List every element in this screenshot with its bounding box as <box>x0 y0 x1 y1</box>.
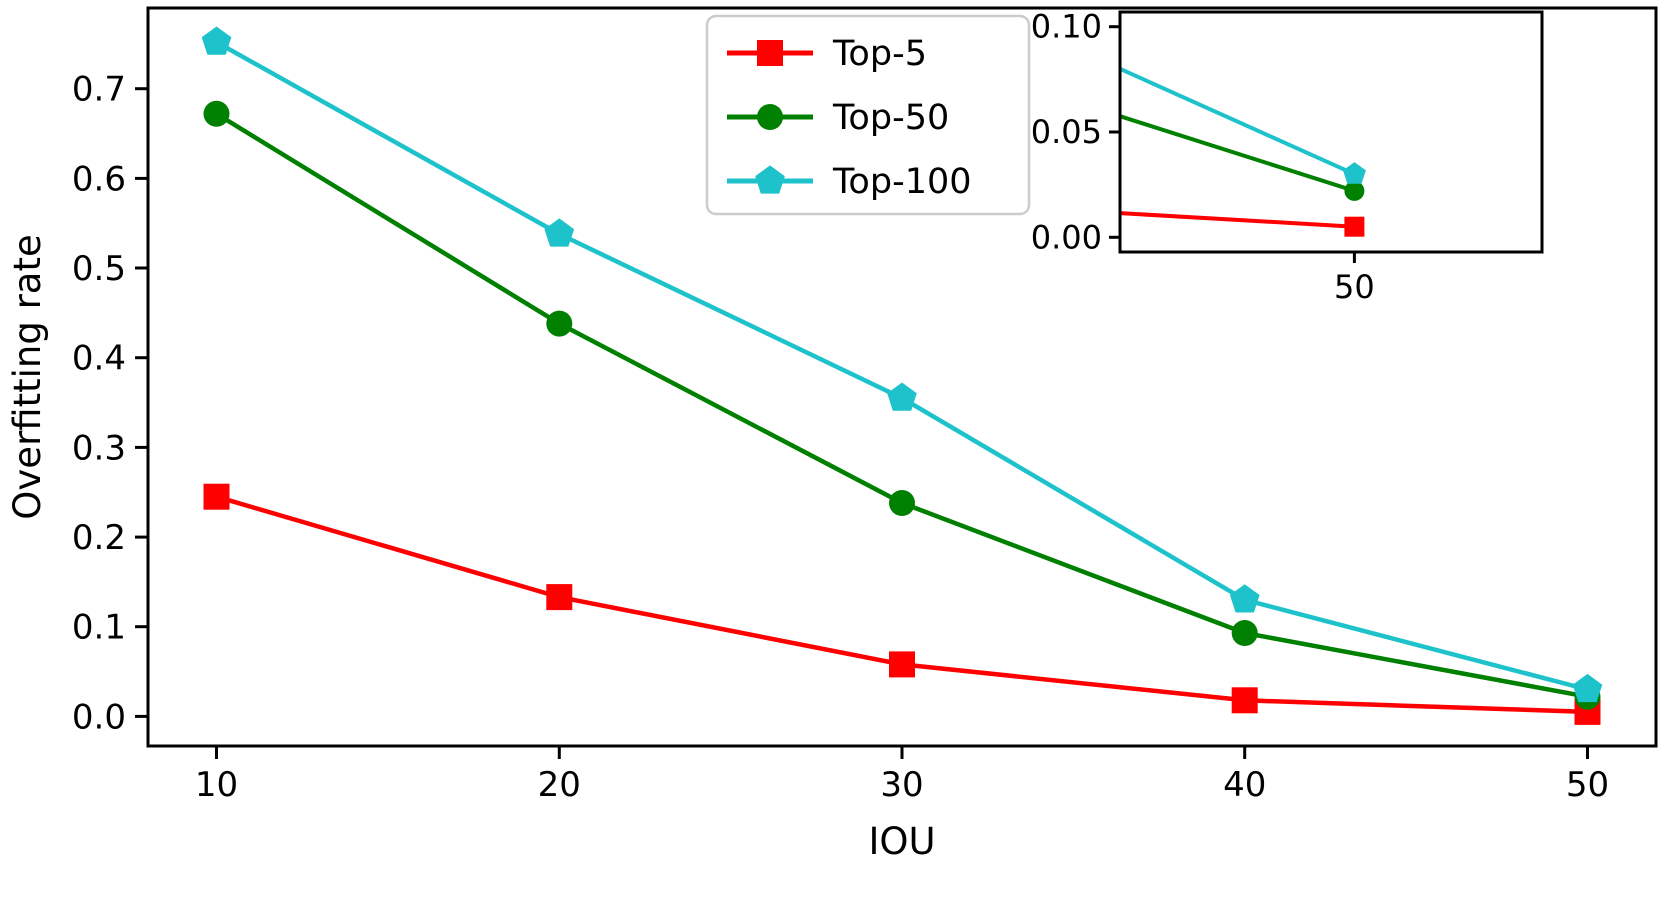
y-tick-label: 0.0 <box>72 697 126 737</box>
marker-pentagon-icon <box>755 165 785 194</box>
marker-pentagon-icon <box>1343 162 1366 184</box>
marker-circle-icon <box>546 310 573 337</box>
marker-square-icon <box>757 40 783 66</box>
y-tick-label: 0.5 <box>72 249 126 289</box>
inset-y-tick-label: 0.05 <box>1031 113 1102 151</box>
marker-square-icon <box>546 584 573 611</box>
legend-label: Top-100 <box>832 162 972 202</box>
marker-square-icon <box>889 651 915 678</box>
inset-series-line-top-5 <box>1119 211 1355 229</box>
marker-circle-icon <box>757 104 783 130</box>
y-tick-label: 0.4 <box>72 339 126 379</box>
inset-frame <box>1118 10 1544 254</box>
marker-pentagon-icon <box>1229 584 1260 613</box>
legend-label: Top-5 <box>832 34 927 74</box>
marker-square-icon <box>1231 687 1258 714</box>
x-axis-label: IOU <box>868 820 935 863</box>
y-tick-label: 0.1 <box>72 608 126 648</box>
x-tick-label: 30 <box>880 765 923 805</box>
y-tick-label: 0.6 <box>72 159 126 199</box>
x-tick-label: 50 <box>1566 765 1609 805</box>
y-tick-label: 0.2 <box>72 518 126 558</box>
x-tick-label: 20 <box>538 765 581 805</box>
x-tick-label: 40 <box>1223 765 1266 805</box>
marker-pentagon-icon <box>544 218 575 247</box>
inset-series-line-top-50 <box>1119 114 1356 193</box>
marker-square-icon <box>1344 216 1365 237</box>
marker-circle-icon <box>203 100 230 127</box>
legend-box <box>705 14 1031 216</box>
marker-pentagon-icon <box>201 26 232 55</box>
inset-x-tick-label: 50 <box>1334 268 1375 306</box>
marker-square-icon <box>203 483 230 510</box>
inset-y-tick-label: 0.00 <box>1031 218 1102 256</box>
y-tick-label: 0.7 <box>72 70 126 110</box>
marker-circle-icon <box>889 490 915 516</box>
x-tick-label: 10 <box>195 765 238 805</box>
marker-pentagon-icon <box>1572 673 1603 703</box>
inset-series-line-top-100 <box>1119 66 1356 176</box>
y-tick-label: 0.3 <box>72 428 126 468</box>
inset-background <box>1120 12 1542 252</box>
legend-label: Top-50 <box>832 98 949 138</box>
series-line-top-5 <box>215 494 1588 715</box>
plot-frame <box>146 6 1658 748</box>
marker-circle-icon <box>1344 180 1365 201</box>
marker-pentagon-icon <box>887 382 917 411</box>
y-axis-label: Overfitting rate <box>6 234 49 519</box>
marker-circle-icon <box>1231 620 1258 646</box>
inset-y-tick-label: 0.10 <box>1031 8 1102 46</box>
